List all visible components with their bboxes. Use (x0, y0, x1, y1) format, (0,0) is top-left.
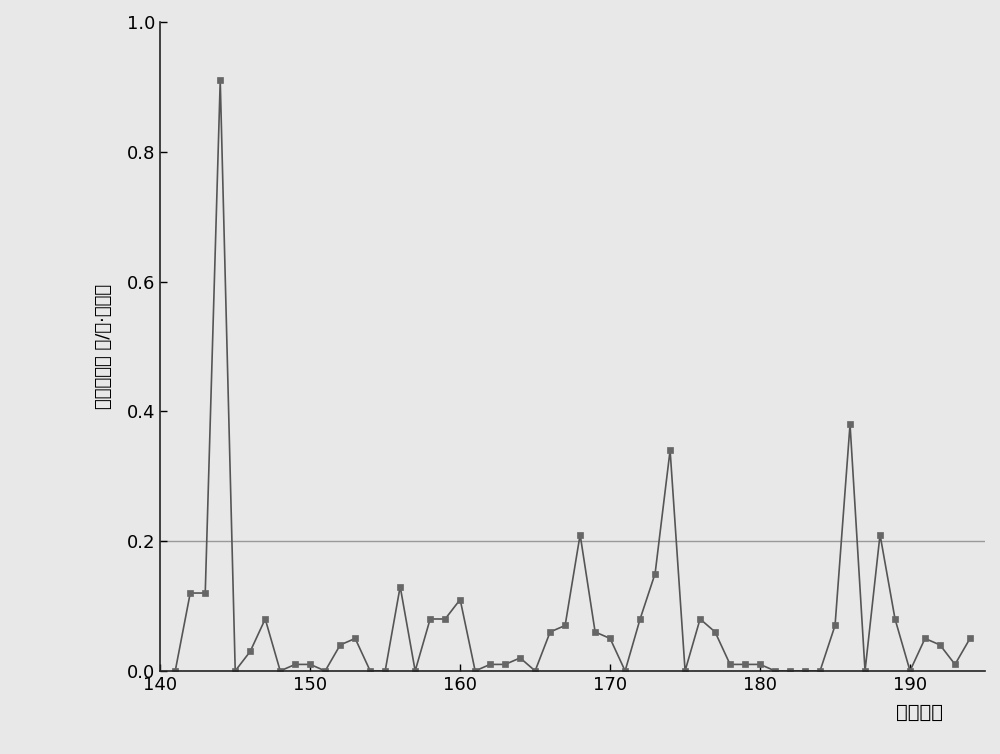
Text: 杆塔编号: 杆塔编号 (896, 703, 943, 722)
Y-axis label: 雷击跳闸率 次/年·百公里: 雷击跳闸率 次/年·百公里 (95, 284, 113, 409)
